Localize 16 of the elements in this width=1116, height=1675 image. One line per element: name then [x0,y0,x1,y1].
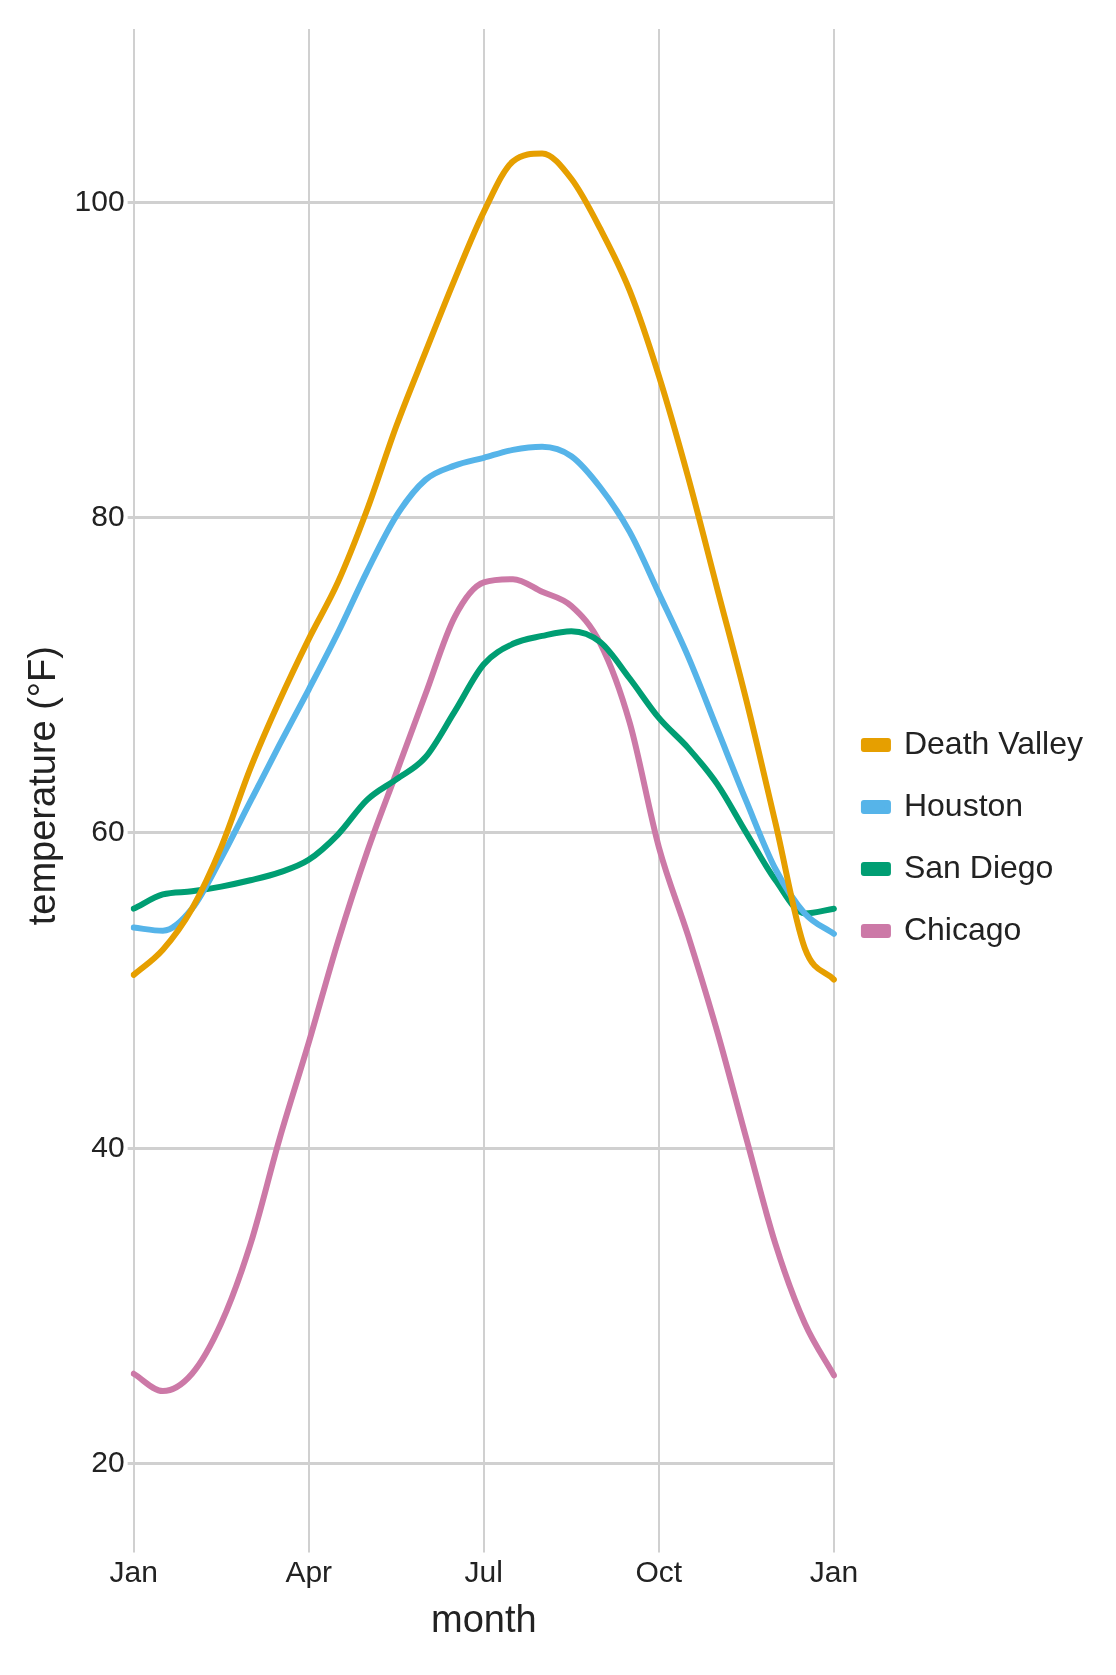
legend-label: Death Valley [903,724,1083,761]
x-tick-label: Apr [285,1554,333,1588]
x-tick-label: Jan [809,1554,859,1588]
x-tick-label: Oct [635,1554,683,1588]
y-tick-label: 100 [74,183,125,217]
y-tick-label: 60 [91,814,125,848]
legend-label: Chicago [903,910,1022,947]
x-tick-label: Jul [464,1554,503,1588]
x-axis-title: month [430,1597,537,1640]
y-tick-label: 80 [91,498,125,532]
y-axis-title: temperature (°F) [21,646,64,926]
legend-label: San Diego [903,848,1054,885]
legend-label: Houston [903,786,1024,823]
x-tick-label: Jan [109,1554,158,1588]
y-tick-label: 40 [91,1129,125,1163]
y-tick-label: 20 [91,1444,125,1478]
